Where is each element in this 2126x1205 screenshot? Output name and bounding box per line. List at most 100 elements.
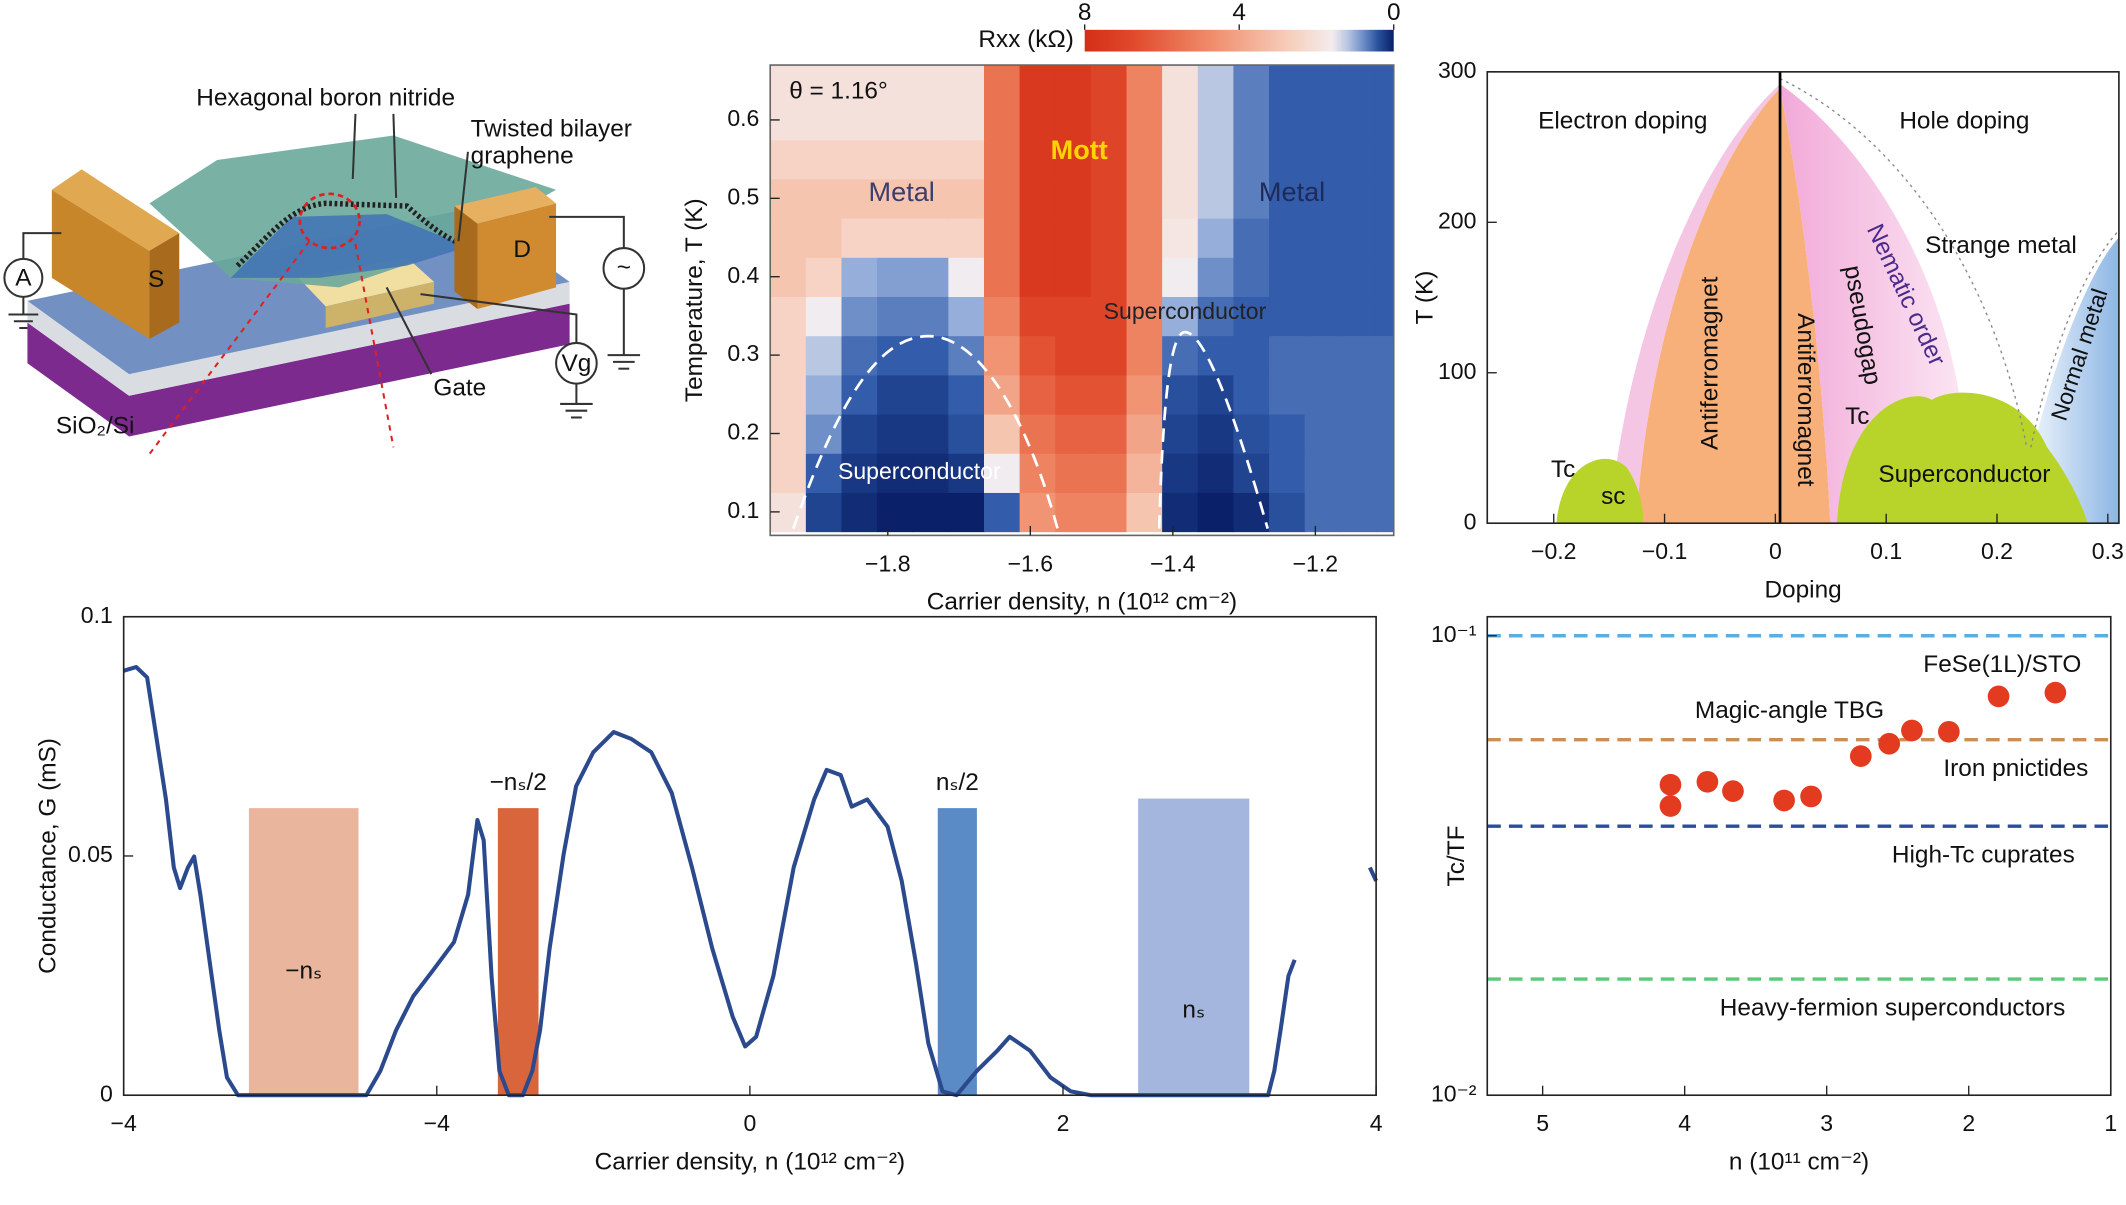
- heat-cell: [841, 296, 878, 337]
- x-tick-label: 4: [1370, 1110, 1383, 1136]
- ammeter-label: A: [15, 265, 32, 292]
- heat-cell: [841, 257, 878, 297]
- heat-cell: [983, 217, 1021, 258]
- heat-cell: [1233, 453, 1270, 493]
- substrate-label: SiO₂/Si: [56, 412, 135, 439]
- colorbar: [1084, 29, 1394, 52]
- heat-cell: [1304, 257, 1341, 297]
- heat-cell: [805, 335, 843, 376]
- heat-cell: [912, 413, 950, 454]
- heat-cell: [1340, 100, 1377, 141]
- heat-cell: [1304, 492, 1341, 533]
- heat-cell: [1304, 139, 1341, 180]
- tbg-label: graphene: [471, 143, 574, 170]
- heat-cell: [841, 453, 878, 493]
- heat-cell: [1233, 374, 1270, 415]
- y-tick-label: 10⁻²: [1431, 1080, 1477, 1106]
- heat-cell: [1269, 374, 1306, 415]
- heat-cell: [1126, 178, 1163, 219]
- heat-cell: [1269, 217, 1306, 258]
- heat-cell: [841, 217, 878, 258]
- heat-cell: [1340, 335, 1377, 376]
- heat-cell: [841, 413, 878, 454]
- heat-cell: [948, 139, 985, 180]
- x-tick-label: −4: [424, 1110, 450, 1136]
- source-label: S: [148, 266, 164, 293]
- phase-regions: [1556, 71, 2120, 524]
- heat-cell: [1162, 374, 1199, 415]
- heat-cell: [1340, 65, 1377, 102]
- antiferromagnet-region: [1636, 88, 1781, 524]
- heat-cell: [1269, 492, 1306, 533]
- data-point: [1696, 770, 1719, 793]
- x-tick-label: 1: [2104, 1110, 2117, 1136]
- heat-cell: [1233, 296, 1270, 337]
- heat-cell: [1126, 453, 1163, 493]
- y-tick-label: 0: [1464, 508, 1477, 534]
- heat-cell: [841, 100, 878, 141]
- heat-cell: [1197, 335, 1235, 376]
- heat-cell: [1090, 374, 1128, 415]
- heat-cell: [1162, 335, 1199, 376]
- heat-cell: [1340, 178, 1377, 219]
- heat-cell: [1126, 100, 1163, 141]
- x-tick-label: 5: [1536, 1110, 1549, 1136]
- heat-cell: [1055, 453, 1092, 493]
- gate-top: [298, 257, 435, 307]
- heat-cell: [1233, 413, 1270, 454]
- y-axis-label: T (K): [1412, 271, 1439, 325]
- heat-cell: [912, 217, 950, 258]
- heat-cell: [770, 139, 807, 180]
- reference-label: Heavy-fermion superconductors: [1720, 994, 2065, 1021]
- heat-cell: [948, 413, 985, 454]
- heat-cell: [912, 178, 950, 219]
- heat-cell: [1019, 453, 1056, 493]
- data-point: [1987, 685, 2010, 708]
- y-tick-label: 0: [100, 1080, 113, 1106]
- annotation: Hole doping: [1899, 107, 2029, 134]
- band-label: −nₛ: [285, 957, 322, 984]
- device-schematic: Hexagonal boron nitride Twisted bilayer …: [3, 84, 646, 455]
- heat-cell: [1019, 178, 1056, 219]
- heat-cell: [983, 335, 1021, 376]
- heat-cell: [1269, 453, 1306, 493]
- doping-band: [937, 808, 977, 1096]
- heat-cell: [1304, 413, 1341, 454]
- sc-dome-outline: [1157, 330, 1269, 530]
- y-axis-label: Temperature, T (K): [681, 198, 708, 402]
- colorbar-tick-label: 0: [1387, 0, 1401, 26]
- heat-cell: [1375, 374, 1394, 415]
- colorbar-tick-label: 4: [1232, 0, 1246, 26]
- heat-cell: [1375, 65, 1394, 102]
- data-point: [1659, 773, 1682, 796]
- heat-cell: [877, 178, 914, 219]
- heat-cell: [1340, 139, 1377, 180]
- doping-band: [497, 808, 539, 1096]
- heat-cell: [1162, 217, 1199, 258]
- heat-cell: [1233, 65, 1270, 102]
- heat-cell: [1019, 296, 1056, 337]
- x-tick-label: 0.1: [1870, 538, 1902, 564]
- heat-cell: [983, 100, 1021, 141]
- heat-cell: [912, 453, 950, 493]
- heat-cell: [1055, 100, 1092, 141]
- hbn-label: Hexagonal boron nitride: [196, 84, 455, 111]
- heat-cell: [1197, 139, 1235, 180]
- heat-cell: [877, 139, 914, 180]
- heat-cell: [983, 453, 1021, 493]
- substrate-oxide: [27, 281, 570, 396]
- data-point: [1800, 785, 1822, 808]
- heat-cell: [1340, 453, 1377, 493]
- x-tick-label: 2: [1962, 1110, 1975, 1136]
- heat-cell: [1019, 492, 1056, 533]
- heat-cell: [841, 335, 878, 376]
- heat-cell: [877, 492, 914, 533]
- heat-cell: [1162, 139, 1199, 180]
- plot-frame: [769, 64, 1395, 537]
- heat-cell: [1197, 492, 1235, 533]
- data-point: [1938, 720, 1960, 743]
- annotation: Tc: [1845, 403, 1869, 430]
- band-label: nₛ/2: [936, 769, 979, 796]
- data-point: [1773, 789, 1795, 812]
- heat-cell: [841, 139, 878, 180]
